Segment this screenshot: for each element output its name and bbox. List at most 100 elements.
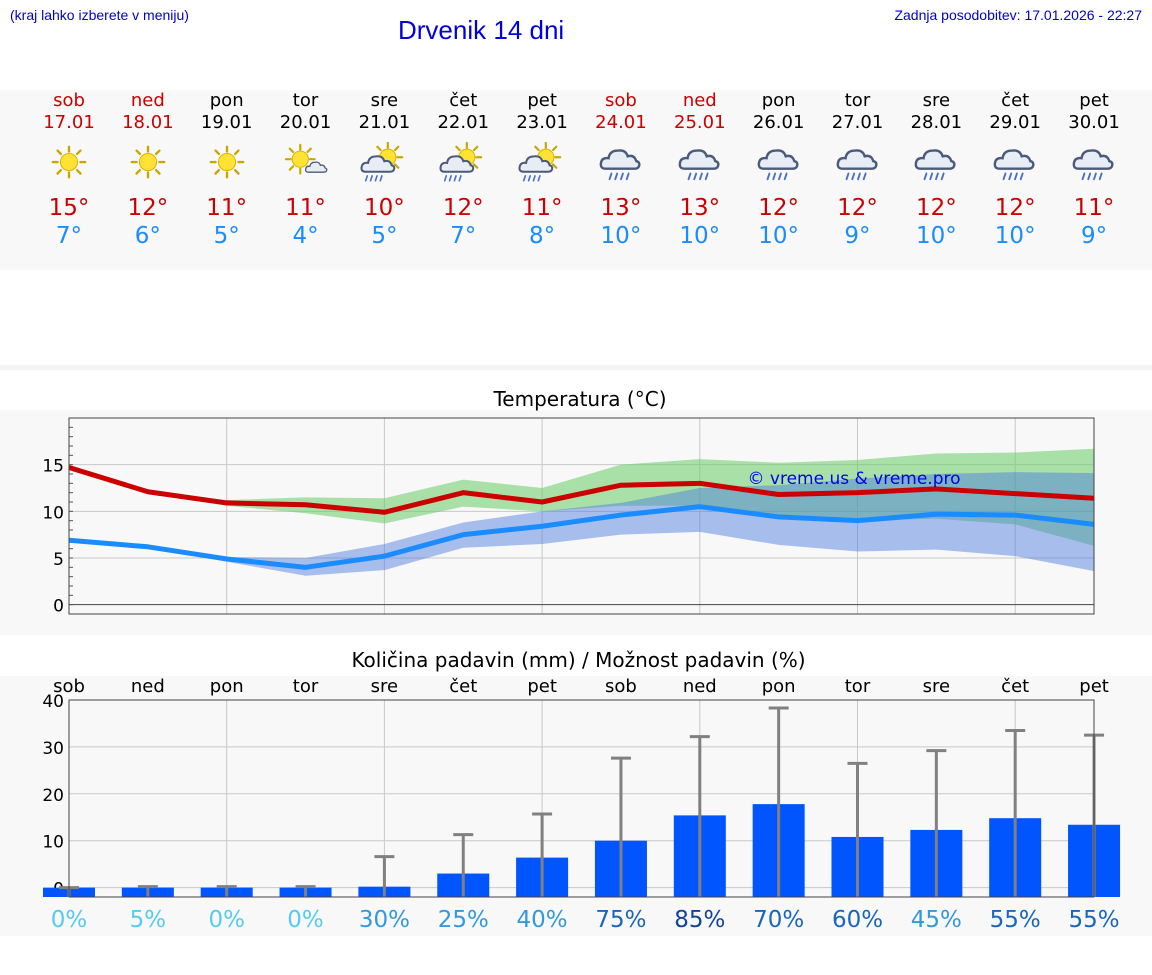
day-date: 22.01 bbox=[437, 112, 490, 133]
sun-icon bbox=[51, 145, 87, 179]
temperature-chart: 0 5 10 15 © vreme.us & vreme.pro bbox=[42, 417, 1095, 617]
day-name: čet bbox=[1001, 90, 1030, 111]
cloud-rain-icon bbox=[993, 149, 1035, 181]
temp-min: 9° bbox=[1080, 223, 1108, 249]
temp-max: 11° bbox=[206, 195, 248, 221]
day-date: 27.01 bbox=[831, 112, 884, 133]
sun-rain-heavy-icon bbox=[518, 142, 562, 182]
precipitation-chart: 010203040sobnedpontorsrečetpetsobnedpont… bbox=[42, 676, 1121, 933]
day-label: pon bbox=[210, 676, 244, 697]
precip-probability: 0% bbox=[287, 907, 324, 933]
temp-max: 12° bbox=[442, 195, 484, 221]
day-column: sre 28.01 12° 10° bbox=[896, 90, 976, 250]
precip-probability: 75% bbox=[595, 907, 646, 933]
day-date: 17.01 bbox=[43, 112, 95, 133]
temp-max: 15° bbox=[48, 195, 90, 221]
day-date: 29.01 bbox=[989, 112, 1041, 133]
plot-frame bbox=[68, 417, 1095, 615]
temp-min: 10° bbox=[758, 223, 800, 249]
day-label: ned bbox=[683, 676, 717, 697]
day-name: ned bbox=[130, 90, 165, 111]
day-name: sob bbox=[53, 90, 85, 111]
min-temp-line bbox=[68, 504, 1095, 570]
day-date: 19.01 bbox=[200, 112, 253, 133]
y-tick-label: 10 bbox=[42, 833, 64, 853]
day-label: čet bbox=[1001, 676, 1029, 697]
precip-probability: 45% bbox=[911, 907, 962, 933]
temp-min: 10° bbox=[915, 223, 957, 249]
plot-frame bbox=[68, 699, 1095, 898]
day-column: tor 20.01 11° 4° bbox=[266, 90, 346, 250]
precip-probability: 85% bbox=[674, 907, 725, 933]
day-name: sre bbox=[922, 90, 951, 111]
y-tick-label: 15 bbox=[42, 457, 64, 477]
temp-max: 11° bbox=[285, 195, 326, 221]
temp-max: 12° bbox=[127, 195, 169, 221]
temp-min: 10° bbox=[600, 223, 642, 249]
precip-probability: 40% bbox=[517, 907, 568, 933]
day-name: ned bbox=[682, 90, 717, 111]
cloud-rain-icon bbox=[599, 149, 641, 181]
cloud-rain-icon bbox=[914, 149, 956, 181]
y-tick-label: 0 bbox=[53, 597, 64, 617]
day-date: 20.01 bbox=[279, 112, 332, 133]
temp-min: 8° bbox=[529, 223, 556, 249]
day-date: 25.01 bbox=[674, 112, 726, 133]
day-label: tor bbox=[845, 676, 871, 697]
temp-max: 13° bbox=[679, 195, 721, 221]
cloud-rain-icon bbox=[678, 149, 720, 181]
day-label: pet bbox=[1079, 676, 1109, 697]
day-column: pon 19.01 11° 5° bbox=[187, 90, 267, 250]
day-label: ned bbox=[131, 676, 165, 697]
precip-probability: 25% bbox=[438, 907, 489, 933]
temp-max: 12° bbox=[915, 195, 957, 221]
temp-min: 6° bbox=[134, 223, 161, 249]
day-label: čet bbox=[449, 676, 477, 697]
day-label: sob bbox=[53, 676, 85, 697]
temp-min: 5° bbox=[213, 223, 240, 249]
temp-max: 12° bbox=[758, 195, 800, 221]
y-tick-label: 5 bbox=[53, 550, 64, 570]
max-temp-line bbox=[68, 465, 1095, 515]
day-name: čet bbox=[449, 90, 478, 111]
precip-probability: 55% bbox=[1068, 907, 1119, 933]
sun-rain-icon bbox=[360, 142, 404, 182]
day-label: sre bbox=[371, 676, 398, 697]
day-column: pet 23.01 11° 8° bbox=[502, 90, 582, 250]
temp-max: 12° bbox=[994, 195, 1036, 221]
day-date: 23.01 bbox=[516, 112, 568, 133]
temp-max: 13° bbox=[600, 195, 642, 221]
day-date: 24.01 bbox=[595, 112, 647, 133]
sun-cloud-icon bbox=[284, 143, 327, 175]
precipitation-chart-title: Količina padavin (mm) / Možnost padavin … bbox=[351, 648, 806, 672]
day-label: pet bbox=[527, 676, 557, 697]
day-date: 21.01 bbox=[358, 112, 411, 133]
cloud-rain-icon bbox=[1072, 149, 1114, 181]
day-column: sre 21.01 10° 5° bbox=[344, 90, 424, 250]
y-tick-label: 30 bbox=[42, 739, 64, 759]
location-hint: (kraj lahko izberete v meniju) bbox=[10, 7, 189, 23]
day-column: ned 25.01 13° 10° bbox=[660, 90, 740, 250]
temp-min: 7° bbox=[450, 223, 477, 249]
y-tick-label: 20 bbox=[42, 786, 64, 806]
day-name: pet bbox=[527, 90, 557, 111]
watermark: © vreme.us & vreme.pro bbox=[747, 469, 960, 489]
day-label: sre bbox=[923, 676, 950, 697]
temp-min: 9° bbox=[844, 223, 871, 249]
sun-icon bbox=[130, 145, 166, 179]
min_range-band bbox=[69, 472, 1095, 576]
day-name: sre bbox=[370, 90, 399, 111]
temp-max: 11° bbox=[521, 195, 563, 221]
daily-forecast-band bbox=[0, 90, 1152, 270]
day-label: sob bbox=[605, 676, 637, 697]
temperature-chart-title: Temperatura (°C) bbox=[493, 387, 667, 411]
temp-max: 10° bbox=[364, 195, 405, 221]
temp-max: 11° bbox=[1073, 195, 1115, 221]
temp-min: 7° bbox=[55, 223, 83, 249]
precip-probability: 5% bbox=[130, 907, 167, 933]
cloud-rain-icon bbox=[757, 149, 799, 181]
separator bbox=[0, 365, 1152, 370]
day-column: čet 29.01 12° 10° bbox=[975, 90, 1055, 250]
precip-probability: 60% bbox=[832, 907, 883, 933]
day-column: pon 26.01 12° 10° bbox=[739, 90, 819, 250]
